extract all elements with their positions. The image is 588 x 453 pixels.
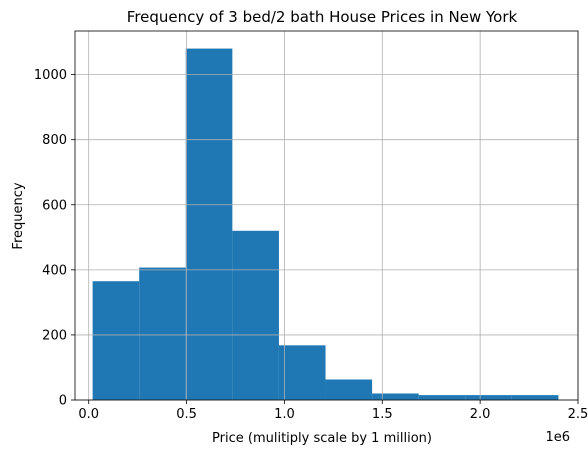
histogram-bar-3 [232,230,279,400]
histogram-bar-2 [185,48,233,400]
x-axis-offset-label: 1e6 [545,430,570,445]
axes [74,30,579,401]
histogram-bars [92,48,559,400]
y-tick-label-0: 0 [59,394,67,409]
x-tick-label-1: 0.5 [176,407,197,422]
x-tick-label-3: 1.5 [372,407,393,422]
x-tick-label-5: 2.5 [568,407,588,422]
y-tick-label-5: 1000 [34,68,67,83]
x-tick-label-0: 0.0 [78,407,99,422]
histogram-bar-4 [278,345,326,400]
chart-title: Frequency of 3 bed/2 bath House Prices i… [127,8,518,26]
y-tick-label-1: 200 [42,328,67,343]
histogram-bar-8 [465,395,512,400]
y-axis-ticks: 0 200 400 600 800 1000 [34,68,75,409]
x-tick-label-2: 1.0 [274,407,295,422]
y-tick-label-3: 600 [42,198,67,213]
x-axis-ticks: 0.0 0.5 1.0 1.5 2.0 2.5 [78,400,588,422]
x-tick-label-4: 2.0 [470,407,491,422]
histogram-bar-1 [139,267,186,400]
histogram-bar-5 [325,379,373,400]
histogram-bar-7 [418,395,466,400]
histogram-bar-9 [511,395,559,400]
y-tick-label-2: 400 [42,263,67,278]
y-axis-label: Frequency [11,182,26,249]
y-tick-label-4: 800 [42,133,67,148]
histogram-bar-0 [92,281,140,400]
plot-frame [74,30,579,401]
histogram-bar-6 [372,393,419,400]
x-axis-label: Price (mulitiply scale by 1 million) [212,431,432,446]
